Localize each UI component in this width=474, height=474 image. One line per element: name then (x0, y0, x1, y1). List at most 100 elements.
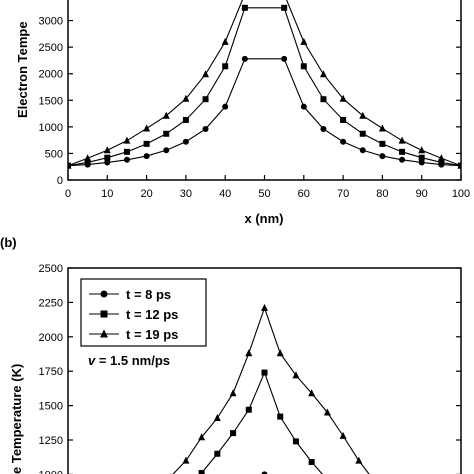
data-point-triangle (276, 349, 284, 357)
panel-b-frame (67, 267, 462, 474)
data-point-circle (182, 138, 189, 145)
legend-marker-circle (100, 290, 108, 298)
velocity-value: = 1.5 nm/ps (95, 353, 170, 368)
data-point-triangle (292, 371, 300, 379)
data-point-square (399, 148, 406, 155)
data-point-circle (320, 125, 327, 132)
data-point-square (241, 4, 248, 11)
series-line-square (68, 7, 461, 167)
panel-a-plot-area (68, 0, 461, 169)
data-point-square (163, 130, 170, 137)
panel-a: 0 500 1000 1500 2000 2500 3000 0 10 20 30 40 50 60 70… (15, 0, 470, 226)
data-point-circle (222, 103, 229, 110)
data-point-triangle (437, 154, 445, 162)
data-point-triangle (84, 154, 92, 162)
legend-label: t = 8 ps (126, 287, 171, 302)
data-point-triangle (319, 70, 327, 78)
y-tick-label: 0 (57, 175, 63, 187)
data-point-square (123, 148, 130, 155)
data-point-triangle (300, 37, 308, 45)
data-point-square (198, 470, 205, 474)
data-point-triangle (162, 111, 170, 119)
panel-a-xticks: 0 10 20 30 40 50 60 70 80 90 100 (65, 175, 470, 200)
data-point-triangle (68, 161, 72, 169)
x-tick-label: 50 (258, 188, 270, 200)
data-point-circle (340, 138, 347, 145)
x-tick-label: 60 (298, 188, 310, 200)
data-point-circle (163, 147, 170, 154)
y-tick-label: 2000 (39, 332, 63, 344)
data-point-square (320, 96, 327, 103)
data-point-circle (123, 156, 130, 163)
data-point-triangle (355, 456, 363, 464)
data-point-circle (399, 156, 406, 163)
data-point-square (300, 63, 307, 70)
data-point-triangle (339, 431, 347, 439)
data-point-square (292, 438, 299, 445)
x-tick-label: 90 (416, 188, 428, 200)
data-point-triangle (261, 303, 268, 311)
y-tick-label: 2500 (39, 42, 63, 54)
data-point-triangle (202, 70, 210, 78)
data-point-square (84, 159, 91, 166)
data-point-square (182, 116, 189, 123)
data-point-square (143, 140, 150, 147)
y-tick-label: 1000 (39, 122, 63, 134)
data-point-triangle (457, 161, 461, 169)
x-tick-label: 30 (180, 188, 192, 200)
data-point-triangle (103, 146, 111, 154)
panel-a-x-axis-label: x (nm) (245, 211, 284, 226)
x-tick-label: 70 (337, 188, 349, 200)
x-tick-label: 100 (452, 188, 470, 200)
data-point-triangle (182, 456, 190, 464)
series-line-triangle (68, 0, 461, 167)
y-tick-label: 1250 (39, 435, 63, 447)
data-point-circle (104, 159, 111, 166)
x-tick-label: 80 (376, 188, 388, 200)
panel-a-yticks: 0 500 1000 1500 2000 2500 3000 (39, 16, 461, 187)
x-tick-label: 40 (219, 188, 231, 200)
y-tick-label: 2000 (39, 69, 63, 81)
data-point-square (308, 459, 315, 466)
data-point-square (214, 450, 221, 457)
data-point-square (104, 154, 111, 161)
legend: t = 8 ps t = 12 ps t = 19 ps (80, 278, 207, 347)
data-point-square (222, 63, 229, 70)
data-point-circle (241, 55, 248, 62)
y-tick-label: 1500 (39, 95, 63, 107)
legend-label: t = 12 ps (126, 307, 178, 322)
data-point-triangle (229, 389, 237, 397)
data-point-square (281, 4, 288, 11)
panel-a-y-axis-label: Electron Tempe (15, 21, 30, 118)
x-tick-label: 0 (65, 188, 71, 200)
panel-b-yticks: 1000 1250 1500 1750 2000 2250 2500 (39, 263, 461, 474)
y-tick-label: 2250 (39, 297, 63, 309)
data-point-triangle (213, 413, 221, 421)
x-tick-label: 10 (101, 188, 113, 200)
series-line-circle (68, 58, 461, 167)
data-point-square (379, 140, 386, 147)
data-point-square (438, 159, 445, 166)
panel-b-y-axis-label: e Temperature (K) (9, 364, 24, 474)
velocity-annotation: v = 1.5 nm/ps (88, 353, 170, 368)
data-point-circle (300, 103, 307, 110)
data-point-triangle (123, 136, 131, 144)
data-point-circle (359, 147, 366, 154)
panel-b-plot-area (169, 303, 370, 474)
legend-label: t = 19 ps (126, 327, 178, 342)
y-tick-label: 3000 (39, 16, 63, 28)
y-tick-label: 1500 (39, 401, 63, 413)
panel-b: (b) 1000 1250 1500 1750 2000 2250 2500 e Tempe… (0, 235, 462, 474)
data-point-square (245, 406, 252, 413)
y-tick-label: 2500 (39, 263, 63, 275)
y-tick-label: 500 (45, 148, 63, 160)
data-point-square (277, 413, 284, 420)
data-point-square (261, 369, 268, 376)
data-point-square (418, 154, 425, 161)
legend-marker-triangle (100, 329, 108, 338)
data-point-triangle (308, 389, 316, 397)
x-tick-label: 20 (140, 188, 152, 200)
y-tick-label: 1000 (39, 469, 63, 474)
data-point-circle (143, 153, 150, 160)
data-point-circle (281, 55, 288, 62)
